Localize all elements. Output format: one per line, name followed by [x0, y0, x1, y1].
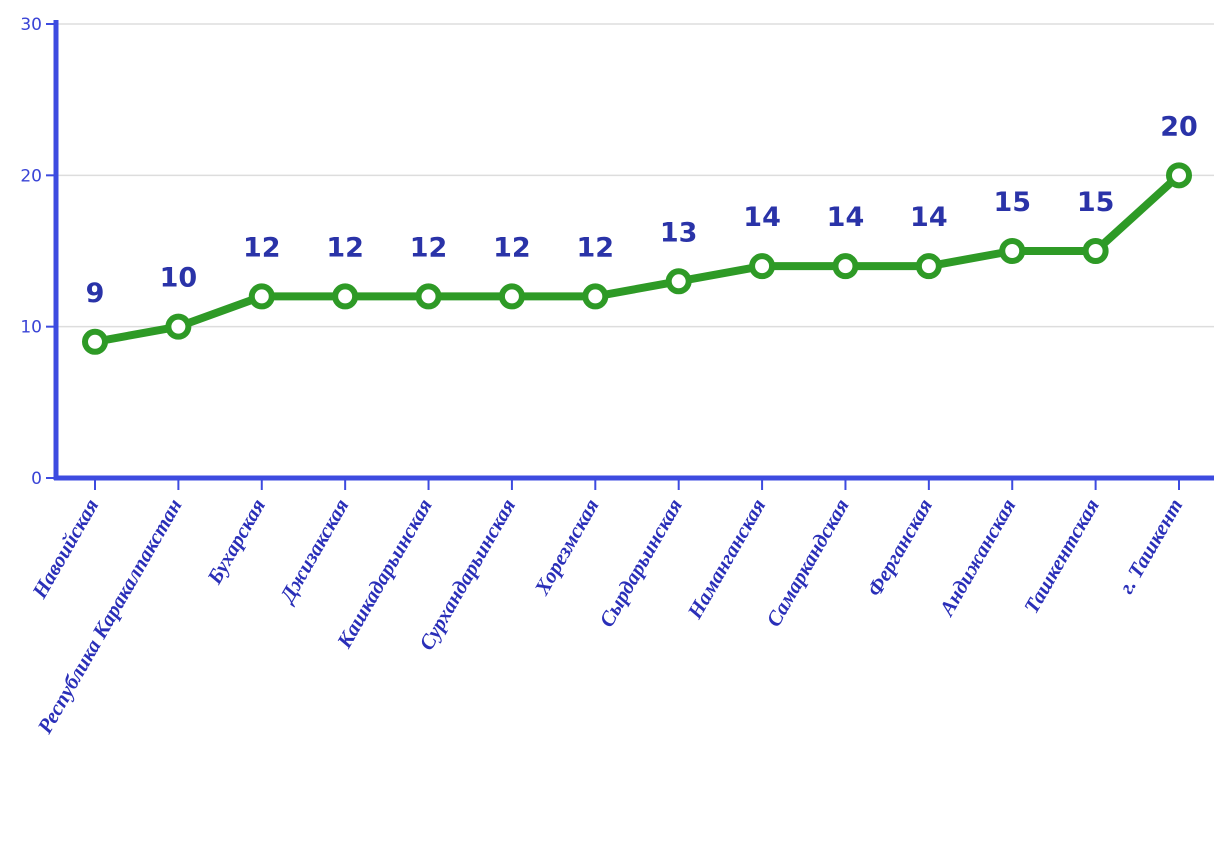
data-label-8: 14: [743, 202, 781, 233]
data-label-12: 15: [1077, 187, 1115, 218]
data-label-6: 12: [577, 232, 615, 263]
data-label-0: 9: [86, 278, 105, 309]
data-labels: 9 10 12 12 12 12 12 13 14 14 14 15 15 20: [86, 111, 1198, 308]
data-label-7: 13: [660, 217, 698, 248]
y-tick-label-10: 10: [20, 318, 42, 338]
x-tick-label-8: Наманганская: [682, 494, 770, 623]
data-point-10: [915, 253, 942, 280]
data-point-7: [665, 268, 692, 295]
x-tick-label-1: Республика Каракалпакстан: [32, 495, 187, 739]
data-label-2: 12: [243, 232, 281, 263]
data-label-5: 12: [493, 232, 531, 263]
x-tick-label-5: Сурхандарьинская: [414, 494, 520, 654]
data-label-1: 10: [160, 263, 198, 294]
x-tick-label-3: Джизакская: [274, 494, 354, 608]
data-point-5: [498, 283, 525, 310]
x-tick-label-0: Навоийская: [27, 494, 104, 603]
y-tick-label-30: 30: [20, 15, 42, 35]
data-label-4: 12: [410, 232, 448, 263]
x-tick-label-7: Сырдарьинская: [594, 494, 687, 631]
y-tick-labels: 0 10 20 30: [20, 15, 56, 489]
data-point-3: [332, 283, 359, 310]
data-point-13: [1166, 162, 1192, 189]
x-tick-label-10: Ферганская: [862, 494, 937, 600]
data-point-9: [832, 253, 859, 280]
data-label-3: 12: [326, 232, 364, 263]
x-tick-label-9: Самаркандская: [761, 494, 854, 630]
x-tick-label-6: Хорезмская: [529, 494, 604, 599]
axes: [53, 20, 1214, 481]
data-point-0: [82, 328, 108, 355]
data-point-11: [999, 238, 1026, 264]
data-point-8: [749, 253, 776, 280]
data-label-13: 20: [1160, 111, 1198, 142]
series-line: [91, 171, 1183, 346]
x-tick-label-12: Ташкентская: [1019, 494, 1104, 617]
data-points: [82, 162, 1192, 355]
grid-lines: [56, 23, 1214, 328]
data-point-1: [165, 313, 192, 340]
x-tick-label-13: г. Ташкент: [1114, 495, 1187, 598]
x-tick-label-2: Бухарская: [202, 494, 270, 589]
series-line-layer: [91, 171, 1183, 346]
data-label-11: 15: [993, 187, 1031, 218]
data-point-12: [1082, 238, 1109, 264]
data-label-10: 14: [910, 202, 948, 233]
x-tick-label-11: Андижанская: [934, 494, 1021, 621]
y-tick-label-20: 20: [20, 166, 42, 186]
data-label-9: 14: [827, 202, 865, 233]
y-tick-label-0: 0: [31, 469, 42, 489]
data-point-2: [248, 283, 275, 310]
data-point-6: [582, 283, 609, 310]
data-point-4: [415, 283, 442, 310]
